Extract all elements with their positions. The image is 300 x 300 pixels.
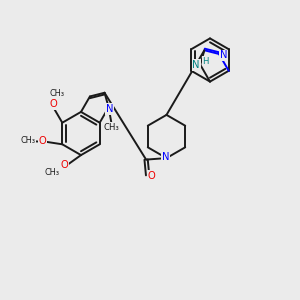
Text: CH₃: CH₃	[44, 168, 59, 177]
Text: O: O	[60, 160, 68, 170]
Text: CH₃: CH₃	[104, 123, 119, 132]
Text: O: O	[38, 136, 46, 146]
Text: O: O	[148, 171, 156, 181]
Text: N: N	[106, 104, 113, 114]
Text: N: N	[162, 152, 170, 163]
Text: H: H	[202, 57, 209, 66]
Text: CH₃: CH₃	[49, 89, 64, 98]
Text: O: O	[50, 99, 57, 109]
Text: N: N	[220, 50, 227, 61]
Text: N: N	[192, 60, 200, 70]
Text: CH₃: CH₃	[21, 136, 36, 145]
